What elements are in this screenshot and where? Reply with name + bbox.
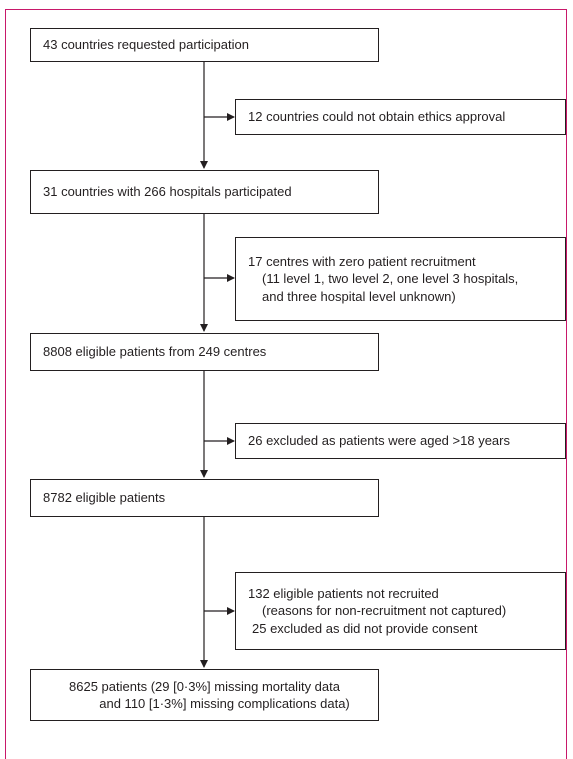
exclusion-box-3: 26 excluded as patients were aged >18 ye… (235, 423, 566, 459)
exclusion-box-1: 12 countries could not obtain ethics app… (235, 99, 566, 135)
step-4-text: 8782 eligible patients (43, 490, 166, 506)
exclusion-4-line-1: 132 eligible patients not recruited (248, 585, 439, 601)
step-1-text: 43 countries requested participation (43, 37, 249, 53)
exclusion-4-line-3: 25 excluded as did not provide consent (252, 620, 478, 636)
step-3-text: 8808 eligible patients from 249 centres (43, 344, 267, 360)
exclusion-box-4: 132 eligible patients not recruited (rea… (235, 572, 566, 650)
step-5-line-2: and 110 [1·3%] missing complications dat… (99, 696, 350, 711)
figure-frame (5, 9, 567, 759)
step-box-3: 8808 eligible patients from 249 centres (30, 333, 379, 371)
exclusion-2-line-3: and three hospital level unknown) (262, 288, 456, 304)
step-2-text: 31 countries with 266 hospitals particip… (43, 184, 292, 200)
step-box-2: 31 countries with 266 hospitals particip… (30, 170, 379, 214)
step-5-line-1: 8625 patients (29 [0·3%] missing mortali… (69, 678, 340, 694)
step-box-4: 8782 eligible patients (30, 479, 379, 517)
exclusion-4-line-2: (reasons for non-recruitment not capture… (262, 603, 507, 619)
exclusion-box-2: 17 centres with zero patient recruitment… (235, 237, 566, 321)
exclusion-3-text: 26 excluded as patients were aged >18 ye… (248, 433, 510, 449)
exclusion-2-line-1: 17 centres with zero patient recruitment (248, 253, 476, 269)
exclusion-2-line-2: (11 level 1, two level 2, one level 3 ho… (262, 271, 519, 287)
step-box-1: 43 countries requested participation (30, 28, 379, 62)
exclusion-1-text: 12 countries could not obtain ethics app… (248, 109, 506, 125)
step-box-5: 8625 patients (29 [0·3%] missing mortali… (30, 669, 379, 721)
